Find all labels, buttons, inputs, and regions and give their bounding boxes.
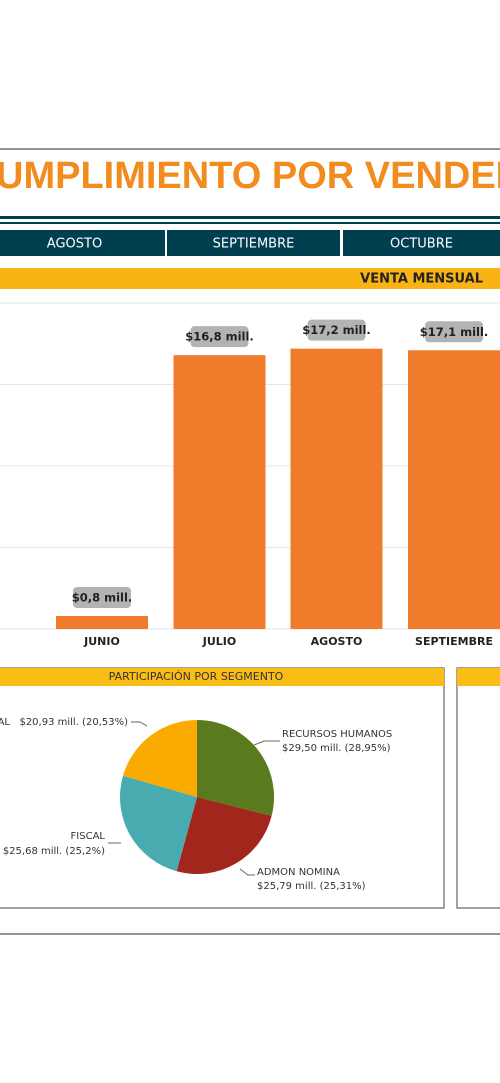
section-header bbox=[457, 668, 500, 686]
tab[interactable] bbox=[0, 230, 165, 256]
bar bbox=[56, 615, 148, 629]
x-tick-label: AGOSTO bbox=[311, 635, 363, 648]
slice-label: RECURSOS HUMANOS bbox=[282, 729, 392, 740]
slice-value: $29,50 mill. (28,95%) bbox=[282, 743, 391, 754]
leader-line bbox=[131, 721, 148, 727]
value-label: $16,8 mill. bbox=[185, 330, 254, 344]
pie-slice bbox=[123, 720, 197, 797]
x-tick-label: JULIO bbox=[202, 635, 236, 648]
tab-label[interactable]: AGOSTO bbox=[47, 237, 102, 252]
pie-slice bbox=[197, 720, 274, 816]
bar bbox=[290, 348, 383, 629]
slice-value: $25,79 mill. (25,31%) bbox=[257, 881, 366, 892]
tab[interactable] bbox=[167, 230, 340, 256]
side-panel bbox=[456, 667, 500, 909]
value-label: $17,1 mill. bbox=[420, 325, 489, 339]
rule bbox=[0, 222, 500, 224]
rule bbox=[0, 216, 500, 219]
slice-label: FISCAL bbox=[71, 831, 106, 842]
section-header bbox=[0, 668, 444, 686]
tab[interactable] bbox=[343, 230, 500, 256]
value-label: $0,8 mill. bbox=[72, 590, 133, 604]
page-title: UMPLIMIENTO POR VENDEDO bbox=[0, 155, 500, 197]
slice-value: $25,68 mill. (25,2%) bbox=[3, 846, 105, 857]
leader-line bbox=[253, 740, 280, 746]
x-tick-label: JUNIO bbox=[83, 635, 120, 648]
bar bbox=[408, 350, 500, 629]
section-header bbox=[0, 268, 500, 289]
value-label-bg bbox=[73, 586, 131, 608]
value-label-bg bbox=[425, 321, 483, 343]
slice-label: ADMON NOMINA bbox=[257, 867, 340, 878]
bar-chart-title: VENTA MENSUAL bbox=[360, 272, 483, 287]
pie-chart-title: PARTICIPACIÓN POR SEGMENTO bbox=[109, 670, 284, 683]
tab-label[interactable]: SEPTIEMBRE bbox=[213, 237, 295, 252]
value-label-bg bbox=[307, 319, 366, 341]
slice-value: $20,93 mill. (20,53%) bbox=[19, 717, 128, 728]
pie-slice bbox=[119, 775, 197, 872]
value-label-bg bbox=[190, 326, 249, 348]
x-tick-label: SEPTIEMBRE bbox=[415, 635, 493, 648]
leader-line bbox=[239, 868, 255, 876]
slice-label: EGAL bbox=[0, 717, 10, 728]
pie-slice bbox=[176, 797, 272, 874]
value-label: $17,2 mill. bbox=[302, 323, 371, 337]
bar bbox=[173, 355, 266, 629]
tab-label[interactable]: OCTUBRE bbox=[390, 237, 453, 252]
